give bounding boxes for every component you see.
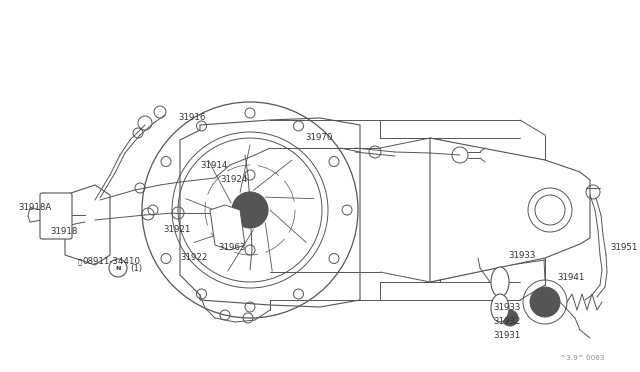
FancyBboxPatch shape bbox=[40, 193, 72, 239]
Text: 31918: 31918 bbox=[50, 228, 77, 237]
Text: 31933: 31933 bbox=[508, 251, 536, 260]
Text: 31924: 31924 bbox=[220, 176, 248, 185]
Circle shape bbox=[232, 192, 268, 228]
Text: ^3.9^ 0063: ^3.9^ 0063 bbox=[560, 355, 605, 361]
Text: 31918A: 31918A bbox=[18, 203, 51, 212]
Text: Ⓝ: Ⓝ bbox=[77, 259, 82, 265]
Text: N: N bbox=[115, 266, 121, 270]
Text: 31916: 31916 bbox=[178, 113, 205, 122]
Text: 31932: 31932 bbox=[493, 317, 520, 327]
Text: 31933: 31933 bbox=[493, 304, 520, 312]
Text: (1): (1) bbox=[130, 263, 142, 273]
Text: 31970: 31970 bbox=[305, 134, 332, 142]
Circle shape bbox=[530, 287, 560, 317]
Text: 31922: 31922 bbox=[180, 253, 207, 263]
Circle shape bbox=[502, 310, 518, 326]
Text: 31914: 31914 bbox=[200, 160, 227, 170]
Ellipse shape bbox=[491, 294, 509, 322]
Text: 31921: 31921 bbox=[163, 225, 190, 234]
Text: 31963: 31963 bbox=[218, 244, 245, 253]
Text: 31951: 31951 bbox=[610, 244, 637, 253]
Text: 31941: 31941 bbox=[557, 273, 584, 282]
Circle shape bbox=[244, 204, 256, 216]
Text: 08911-34410: 08911-34410 bbox=[82, 257, 140, 266]
Polygon shape bbox=[430, 138, 590, 282]
Polygon shape bbox=[210, 205, 245, 250]
Text: 31931: 31931 bbox=[493, 331, 520, 340]
Polygon shape bbox=[180, 118, 360, 307]
Polygon shape bbox=[65, 185, 110, 265]
Ellipse shape bbox=[491, 267, 509, 297]
